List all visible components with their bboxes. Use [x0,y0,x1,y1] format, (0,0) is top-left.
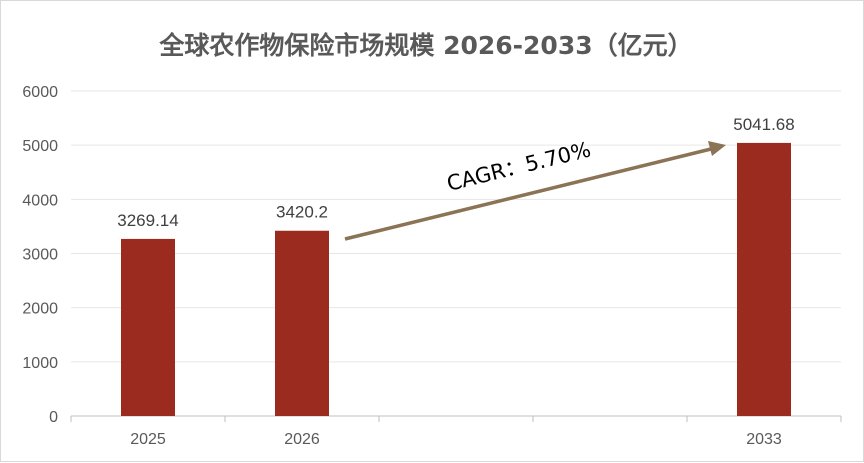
cagr-arrow-head [708,141,726,156]
bar [275,230,329,416]
data-label: 3420.2 [276,203,328,222]
chart-title: 全球农作物保险市场规模 2026-2033（亿元） [158,31,692,60]
y-tick-label: 6000 [22,84,58,101]
y-tick-label: 0 [49,409,58,426]
x-axis [70,415,842,422]
gridlines [71,90,841,363]
y-tick-label: 1000 [22,355,58,372]
bar [121,238,175,416]
y-tick-label: 4000 [22,192,58,209]
cagr-annotation: CAGR：5.70% [344,137,726,241]
data-labels: 3269.14 3420.2 5041.68 [117,115,794,230]
data-label: 5041.68 [733,115,794,134]
y-tick-label: 5000 [22,138,58,155]
x-tick-label: 2026 [284,431,320,448]
x-tick-label: 2033 [746,431,782,448]
y-axis-ticks: 0 1000 2000 3000 4000 5000 6000 [22,84,58,426]
y-tick-label: 2000 [22,301,58,318]
cagr-arrow [344,147,712,241]
x-axis-ticks: 2025 2026 2033 [130,431,782,448]
x-tick-label: 2025 [130,431,166,448]
y-tick-label: 3000 [22,247,58,264]
cagr-label: CAGR：5.70% [444,137,593,195]
bar [737,142,791,416]
bars [121,142,791,416]
data-label: 3269.14 [117,211,178,230]
